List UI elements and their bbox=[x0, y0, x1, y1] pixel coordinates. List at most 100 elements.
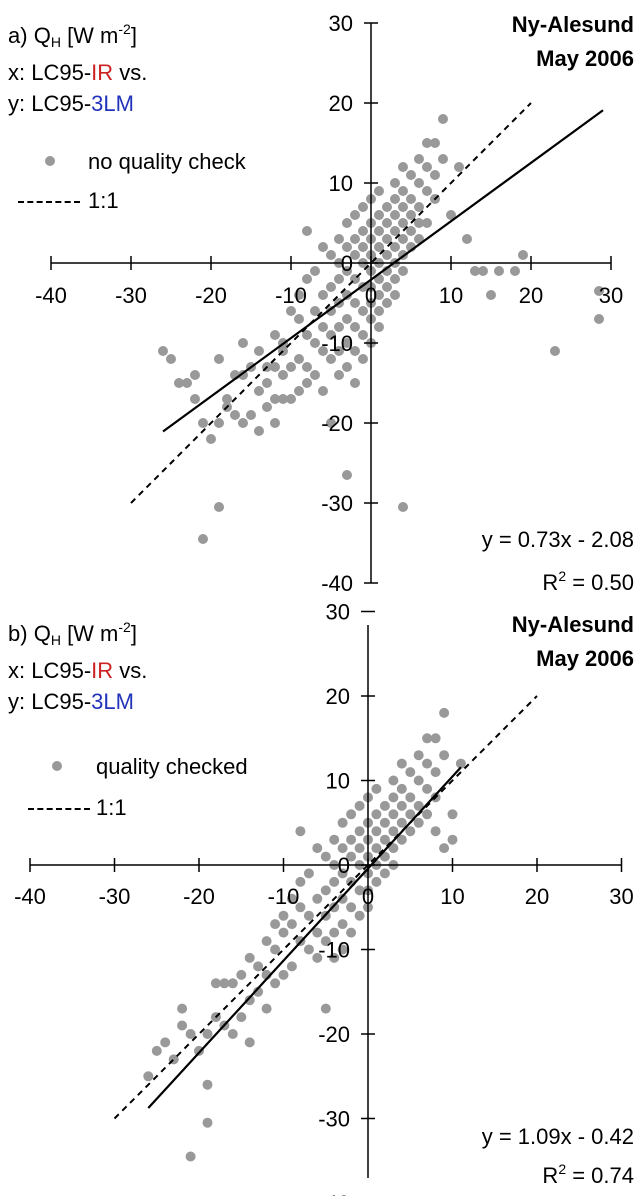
data-point bbox=[422, 809, 433, 820]
x-tick-label: -10 bbox=[268, 884, 300, 909]
data-point bbox=[350, 322, 360, 332]
data-point bbox=[374, 210, 384, 220]
data-point bbox=[177, 1003, 188, 1014]
data-point bbox=[342, 266, 352, 276]
data-point bbox=[382, 282, 392, 292]
data-point bbox=[143, 1071, 154, 1082]
data-point bbox=[326, 282, 336, 292]
data-point bbox=[303, 944, 314, 955]
data-point bbox=[439, 843, 450, 854]
data-point bbox=[278, 969, 289, 980]
data-point bbox=[388, 809, 399, 820]
data-point bbox=[390, 210, 400, 220]
data-point bbox=[337, 919, 348, 930]
data-point bbox=[358, 202, 368, 212]
data-point bbox=[337, 893, 348, 904]
data-point bbox=[354, 843, 365, 854]
data-point bbox=[390, 226, 400, 236]
data-point bbox=[358, 226, 368, 236]
data-point bbox=[312, 952, 323, 963]
data-point bbox=[342, 242, 352, 252]
data-point bbox=[342, 218, 352, 228]
y-variable-label: y: LC95-3LM bbox=[8, 689, 134, 714]
data-point bbox=[406, 226, 416, 236]
data-point bbox=[371, 826, 382, 837]
data-point bbox=[302, 330, 312, 340]
data-point bbox=[354, 885, 365, 896]
data-point bbox=[262, 402, 272, 412]
r-squared: R2 = 0.74 bbox=[542, 1161, 634, 1188]
data-point bbox=[190, 394, 200, 404]
data-point bbox=[374, 306, 384, 316]
x-tick-label: 10 bbox=[440, 884, 464, 909]
data-point bbox=[254, 426, 264, 436]
data-point bbox=[446, 210, 456, 220]
scatter-plot-b: -40 -30 -20 -10 0 10 20 30 -40 -30 -20 -10 0 10 20 30 bbox=[14, 600, 634, 1196]
y-tick-label: 30 bbox=[326, 600, 350, 625]
data-point bbox=[422, 783, 433, 794]
data-point bbox=[270, 978, 281, 989]
data-point bbox=[185, 1029, 196, 1039]
data-point bbox=[388, 775, 399, 786]
data-point bbox=[350, 234, 360, 244]
data-point bbox=[430, 138, 440, 148]
y-tick-label: -30 bbox=[321, 491, 353, 516]
x-tick-label: -40 bbox=[35, 283, 67, 308]
data-point bbox=[390, 178, 400, 188]
data-point bbox=[318, 322, 328, 332]
data-point bbox=[202, 1079, 213, 1090]
data-point bbox=[310, 338, 320, 348]
data-point bbox=[358, 242, 368, 252]
data-point bbox=[318, 346, 328, 356]
regression-line bbox=[147, 766, 462, 1109]
x-tick-label: 10 bbox=[439, 283, 463, 308]
data-point bbox=[230, 410, 240, 420]
data-point bbox=[350, 250, 360, 260]
panel-b: -40 -30 -20 -10 0 10 20 30 -40 -30 -20 -10 0 10 20 30 b… bbox=[0, 598, 642, 1196]
x-tick-label: -30 bbox=[99, 884, 131, 909]
data-point bbox=[346, 834, 357, 845]
data-point bbox=[337, 868, 348, 879]
data-point bbox=[302, 226, 312, 236]
data-points bbox=[158, 114, 604, 544]
data-point bbox=[390, 194, 400, 204]
data-point bbox=[406, 194, 416, 204]
data-point bbox=[374, 290, 384, 300]
data-point bbox=[312, 893, 323, 904]
regression-equation: y = 1.09x - 0.42 bbox=[481, 1124, 634, 1149]
data-point bbox=[329, 876, 340, 887]
data-point bbox=[346, 902, 357, 913]
data-point bbox=[510, 266, 520, 276]
data-point bbox=[158, 346, 168, 356]
data-point bbox=[261, 936, 272, 947]
data-point bbox=[286, 362, 296, 372]
data-point bbox=[350, 298, 360, 308]
x-tick-label: 0 bbox=[365, 283, 377, 308]
r-squared: R2 = 0.50 bbox=[542, 568, 634, 595]
data-point bbox=[312, 843, 323, 854]
site-title: Ny-Alesund bbox=[511, 612, 634, 637]
data-point bbox=[320, 1003, 331, 1014]
data-point bbox=[374, 242, 384, 252]
data-point bbox=[194, 1045, 204, 1056]
y-tick-label: 30 bbox=[329, 11, 353, 36]
data-point bbox=[405, 809, 416, 820]
data-point bbox=[396, 800, 407, 811]
data-point bbox=[262, 378, 272, 388]
x-tick-label: -10 bbox=[275, 283, 307, 308]
data-point bbox=[405, 792, 416, 803]
data-point bbox=[414, 154, 424, 164]
y-tick-label: 10 bbox=[329, 171, 353, 196]
x-tick-label: 0 bbox=[362, 884, 374, 909]
data-point bbox=[177, 1020, 188, 1031]
data-point bbox=[320, 885, 331, 896]
data-point bbox=[318, 386, 328, 396]
x-tick-label: 30 bbox=[599, 283, 623, 308]
y-tick-label: -30 bbox=[318, 1107, 350, 1132]
y-tick-label: -10 bbox=[321, 331, 353, 356]
data-point bbox=[346, 851, 357, 862]
data-point bbox=[398, 186, 408, 196]
data-point bbox=[447, 809, 458, 820]
y-tick-label: -40 bbox=[321, 571, 353, 596]
data-point bbox=[550, 346, 560, 356]
